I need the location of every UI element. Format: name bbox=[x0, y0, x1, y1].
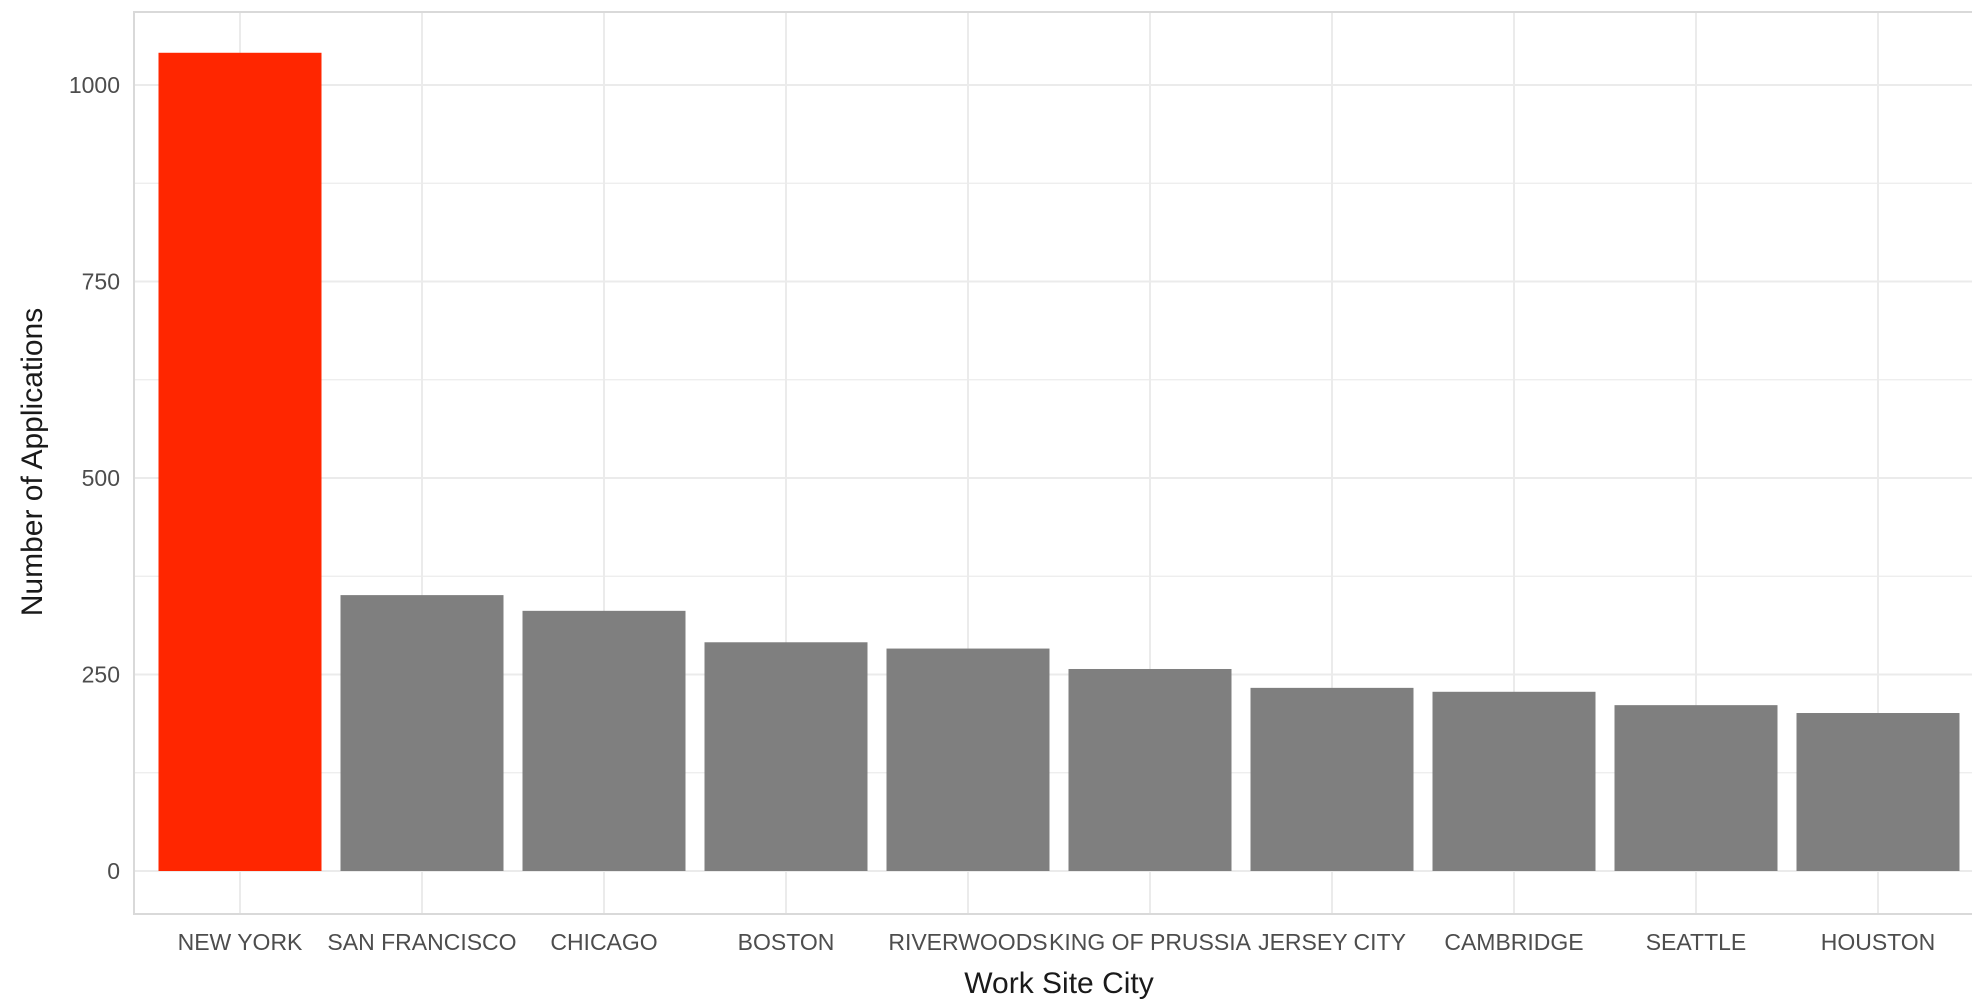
bar-cambridge bbox=[1432, 691, 1596, 871]
panel-border bbox=[133, 11, 1972, 915]
bar-san-francisco bbox=[340, 595, 504, 871]
bar-king-of-prussia bbox=[1068, 668, 1232, 871]
bars-layer bbox=[158, 52, 1960, 872]
y-tick-label: 0 bbox=[107, 858, 120, 884]
bar-riverwoods bbox=[886, 648, 1050, 871]
x-tick-label: SAN FRANCISCO bbox=[327, 929, 516, 955]
x-tick-label: JERSEY CITY bbox=[1258, 929, 1406, 955]
bar-boston bbox=[704, 642, 868, 871]
y-tick-label: 1000 bbox=[69, 72, 120, 98]
bar-houston bbox=[1796, 713, 1960, 871]
y-tick-label: 500 bbox=[82, 465, 120, 491]
bar-jersey-city bbox=[1250, 687, 1414, 871]
x-tick-label: NEW YORK bbox=[178, 929, 303, 955]
tick-labels: 0 250 500 750 1000 NEW YORK SAN FRANCISCO CHICA… bbox=[69, 72, 1935, 955]
x-tick-label: KING OF PRUSSIA bbox=[1049, 929, 1252, 955]
y-tick-label: 750 bbox=[82, 269, 120, 295]
y-tick-label: 250 bbox=[82, 662, 120, 688]
x-tick-label: HOUSTON bbox=[1821, 929, 1936, 955]
x-tick-label: CAMBRIDGE bbox=[1444, 929, 1583, 955]
bar-chicago bbox=[522, 610, 686, 871]
bar-seattle bbox=[1614, 705, 1778, 871]
x-tick-label: SEATTLE bbox=[1646, 929, 1747, 955]
x-tick-label: RIVERWOODS bbox=[888, 929, 1047, 955]
y-axis-title: Number of Applications bbox=[16, 308, 49, 617]
x-axis-title: Work Site City bbox=[964, 967, 1153, 1000]
x-tick-label: CHICAGO bbox=[550, 929, 657, 955]
x-tick-label: BOSTON bbox=[738, 929, 835, 955]
bar-new-york bbox=[158, 52, 322, 872]
